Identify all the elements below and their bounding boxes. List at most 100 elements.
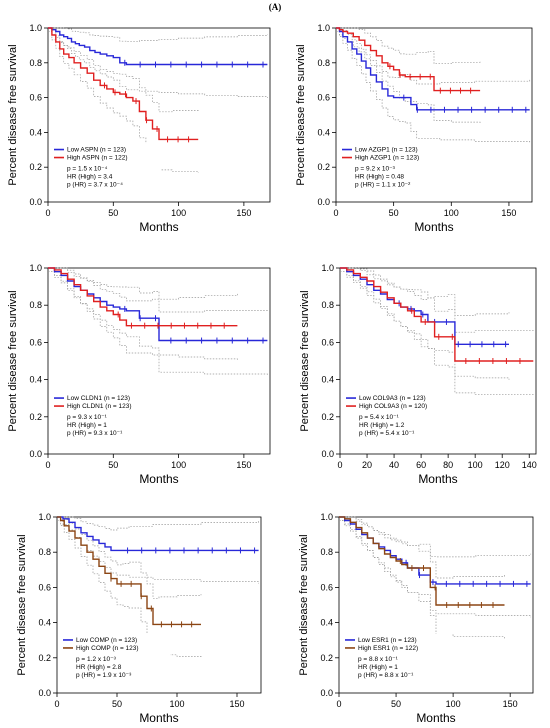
legend-entry: High ESR1 (n = 122)	[358, 645, 418, 652]
legend-entry: High COMP (n = 123)	[76, 645, 139, 652]
plot-frame	[339, 267, 537, 455]
legend-stat: HR (High) = 2.8	[76, 664, 122, 671]
y-tick-label: 0.0	[317, 197, 330, 207]
y-tick-label: 0.8	[38, 547, 51, 557]
survival-curve-low	[336, 27, 530, 111]
survival-chart-2: 0.0 0.2 0.4 0.6 0.8 1.0 0 50 100 150 Months Percent…	[295, 23, 533, 234]
legend-box	[343, 392, 453, 449]
survival-curve-high	[340, 267, 534, 362]
legend-entry: High ASPN (n = 122)	[67, 155, 128, 162]
y-tick-label: 1.0	[38, 512, 51, 522]
legend-stat: HR (High) = 3.4	[67, 174, 113, 181]
y-tick-label: 0.6	[321, 337, 334, 347]
x-tick-label: 50	[389, 208, 399, 218]
legend-stat: HR (High) = 1	[67, 422, 107, 429]
y-tick-label: 0.6	[317, 93, 330, 103]
y-tick-label: 0.4	[29, 127, 42, 137]
confidence-band	[57, 520, 259, 584]
legend-stat: p = 8.8 x 10⁻¹	[358, 656, 399, 663]
x-tick-label: 100	[169, 699, 184, 709]
y-tick-label: 0.2	[29, 162, 42, 172]
x-axis-label: Months	[416, 711, 455, 725]
x-tick-label: 150	[503, 699, 518, 709]
x-tick-label: 20	[362, 460, 372, 470]
legend-stat: p (HR) = 3.7 x 10⁻⁴	[67, 182, 123, 189]
legend-entry: Low COMP (n = 123)	[76, 637, 137, 644]
y-tick-label: 0.8	[321, 300, 334, 310]
legend-stat: HR (High) = 1.2	[359, 422, 405, 429]
legend-box	[339, 143, 449, 200]
legend-entry: Low COL9A3 (n = 123)	[359, 395, 426, 402]
survival-chart-1: 0.0 0.2 0.4 0.6 0.8 1.0 0 50 100 150 Months Percent…	[7, 23, 271, 234]
legend-stat: p (HR) = 8.8 x 10⁻¹	[358, 672, 414, 679]
legend-entry: High COL9A3 (n = 120)	[359, 403, 427, 410]
plot-frame	[47, 27, 271, 203]
y-tick-label: 1.0	[320, 512, 333, 522]
confidence-band	[336, 27, 531, 85]
confidence-band	[336, 31, 531, 143]
y-tick-label: 0.0	[321, 449, 334, 459]
x-axis-label: Months	[139, 220, 178, 234]
y-tick-label: 1.0	[29, 263, 42, 273]
y-tick-label: 0.2	[38, 653, 51, 663]
x-tick-label: 0	[54, 699, 59, 709]
plot-frame	[335, 27, 533, 203]
x-axis-label: Months	[418, 472, 457, 486]
y-tick-label: 0.2	[321, 412, 334, 422]
legend-box	[51, 143, 161, 200]
y-tick-label: 0.6	[29, 337, 42, 347]
legend-stat: p (HR) = 1.1 x 10⁻²	[355, 182, 411, 189]
y-tick-label: 0.0	[38, 688, 51, 698]
y-tick-label: 0.0	[29, 197, 42, 207]
legend-stat: p = 1.2 x 10⁻³	[76, 656, 117, 663]
x-axis-label: Months	[139, 711, 178, 725]
legend-stat: p (HR) = 9.3 x 10⁻¹	[67, 430, 123, 437]
legend-entry: Low CLDN1 (n = 123)	[67, 395, 130, 402]
legend-stat: p (HR) = 1.9 x 10⁻³	[76, 672, 132, 679]
y-tick-label: 0.8	[320, 547, 333, 557]
confidence-band	[339, 516, 532, 558]
survival-curve-low	[57, 516, 259, 552]
y-tick-label: 0.4	[320, 618, 333, 628]
survival-curve-high	[336, 27, 481, 92]
plot-frame	[47, 267, 271, 455]
y-tick-label: 0.4	[29, 375, 42, 385]
confidence-band	[48, 267, 238, 302]
survival-curve-low	[48, 27, 268, 66]
x-tick-label: 100	[446, 699, 461, 709]
x-tick-label: 0	[45, 460, 50, 470]
y-tick-label: 0.8	[29, 300, 42, 310]
confidence-band	[48, 27, 268, 43]
confidence-band	[48, 27, 199, 113]
y-axis-label: Percent disease free survival	[16, 534, 28, 675]
x-tick-label: 150	[236, 208, 251, 218]
x-tick-label: 150	[501, 208, 516, 218]
x-tick-label: 100	[468, 460, 483, 470]
y-axis-label: Percent disease free survival	[299, 290, 311, 431]
y-tick-label: 1.0	[317, 23, 330, 33]
y-tick-label: 0.4	[317, 127, 330, 137]
legend-stat: p = 9.2 x 10⁻³	[355, 166, 396, 173]
survival-chart-5: 0.0 0.2 0.4 0.6 0.8 1.0 0 50 100 150 Months Percent…	[16, 512, 262, 725]
survival-chart-4: 0.0 0.2 0.4 0.6 0.8 1.0 0 20 40 60 80 100 120 140 Mont…	[299, 263, 537, 486]
plot-frame	[56, 516, 262, 694]
x-tick-label: 50	[108, 208, 118, 218]
survival-curve-high	[48, 267, 238, 327]
survival-curve-high	[339, 516, 505, 606]
x-tick-label: 0	[45, 208, 50, 218]
y-tick-label: 1.0	[29, 23, 42, 33]
confidence-band	[336, 27, 481, 65]
x-tick-label: 40	[389, 460, 399, 470]
y-tick-label: 0.2	[320, 653, 333, 663]
y-tick-label: 0.0	[320, 688, 333, 698]
legend-entry: High CLDN1 (n = 123)	[67, 403, 132, 410]
legend-stat: p (HR) = 5.4 x 10⁻¹	[359, 430, 415, 437]
y-axis-label: Percent disease free survival	[7, 44, 19, 185]
y-tick-label: 0.6	[38, 582, 51, 592]
survival-curve-low	[340, 267, 509, 345]
x-tick-label: 50	[108, 460, 118, 470]
y-tick-label: 0.6	[29, 93, 42, 103]
x-tick-label: 0	[337, 460, 342, 470]
plot-frame	[338, 516, 534, 694]
